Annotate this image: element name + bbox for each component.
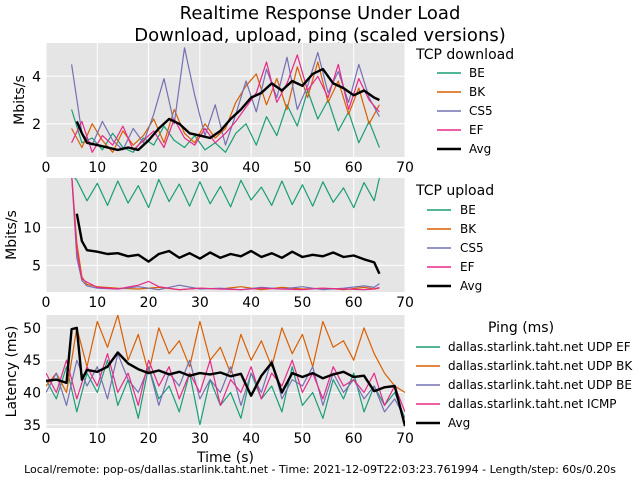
legend-entry: dallas.starlink.taht.net UDP EF xyxy=(448,340,631,354)
legend-tcp-download: TCP download BE BK CS5 EF Avg xyxy=(415,47,514,156)
x-tick-label: 70 xyxy=(396,431,414,447)
x-tick-label: 60 xyxy=(345,295,363,311)
series-line-avg xyxy=(75,213,381,275)
chart-title-line1: Realtime Response Under Load xyxy=(180,3,461,24)
series-group xyxy=(46,315,405,427)
series-line-dallas-starlink-taht-net-udp-bk xyxy=(46,315,405,394)
series-line-be xyxy=(74,178,380,209)
y-axis-label: Mbits/s xyxy=(12,75,28,125)
x-tick-label: 20 xyxy=(140,160,158,176)
y-tick-label: 5 xyxy=(32,258,41,274)
y-axis-label: Mbits/s xyxy=(4,210,20,260)
y-tick-label: 4 xyxy=(32,69,41,85)
y-tick-label: 10 xyxy=(23,220,41,236)
series-line-dallas-starlink-taht-net-udp-be xyxy=(46,353,405,419)
series-line-ef xyxy=(71,178,380,291)
x-tick-label: 0 xyxy=(42,160,51,176)
legend-title: TCP download xyxy=(415,47,514,63)
x-tick-label: 70 xyxy=(396,295,414,311)
x-tick-label: 0 xyxy=(42,295,51,311)
x-tick-label: 50 xyxy=(294,295,312,311)
legend-entry: EF xyxy=(460,260,475,274)
x-tick-label: 50 xyxy=(294,160,312,176)
legend-entry: BK xyxy=(469,85,486,99)
x-tick-label: 10 xyxy=(88,295,106,311)
series-line-dallas-starlink-taht-net-udp-ef xyxy=(46,359,405,426)
x-tick-label: 30 xyxy=(191,295,209,311)
plot-area-tcp-upload xyxy=(46,178,405,292)
series-group xyxy=(71,178,381,291)
y-tick-label: 40 xyxy=(23,385,41,401)
legend-entry: Avg xyxy=(469,142,491,156)
x-axis-label: Time (s) xyxy=(196,450,254,466)
legend-title: TCP upload xyxy=(415,183,494,199)
x-tick-label: 60 xyxy=(345,431,363,447)
legend-entry: BE xyxy=(469,66,485,80)
legend-ping: Ping (ms) dallas.starlink.taht.net UDP EF… xyxy=(416,320,633,430)
series-group xyxy=(71,47,380,153)
y-axis-label: Latency (ms) xyxy=(4,326,20,418)
chart-title-line2: Download, upload, ping (scaled versions) xyxy=(134,25,506,46)
x-tick-label: 30 xyxy=(191,431,209,447)
x-tick-label: 50 xyxy=(294,431,312,447)
x-tick-label: 40 xyxy=(242,295,260,311)
legend-entry: BE xyxy=(460,203,476,217)
chart-footer: Local/remote: pop-os/dallas.starlink.tah… xyxy=(24,463,616,476)
legend-entry: dallas.starlink.taht.net UDP BK xyxy=(448,359,633,373)
legend-title: Ping (ms) xyxy=(488,320,554,336)
legend-tcp-upload: TCP upload BE BK CS5 EF Avg xyxy=(415,183,494,293)
x-tick-label: 20 xyxy=(140,295,158,311)
x-tick-label: 70 xyxy=(396,160,414,176)
x-tick-label: 20 xyxy=(140,431,158,447)
legend-entry: Avg xyxy=(460,279,482,293)
legend-entry: Avg xyxy=(448,416,470,430)
legend-entry: CS5 xyxy=(460,241,484,255)
x-tick-label: 40 xyxy=(242,160,260,176)
x-tick-label: 10 xyxy=(88,160,106,176)
y-tick-label: 2 xyxy=(32,117,41,133)
legend-entry: EF xyxy=(469,123,484,137)
series-line-bk xyxy=(71,61,380,153)
legend-entry: BK xyxy=(460,222,477,236)
y-tick-label: 50 xyxy=(23,321,41,337)
legend-entry: dallas.starlink.taht.net ICMP xyxy=(448,397,617,411)
x-tick-label: 40 xyxy=(242,431,260,447)
x-tick-label: 30 xyxy=(191,160,209,176)
x-tick-label: 10 xyxy=(88,431,106,447)
y-tick-label: 35 xyxy=(23,418,41,434)
y-tick-label: 45 xyxy=(23,353,41,369)
x-tick-label: 60 xyxy=(345,160,363,176)
legend-entry: CS5 xyxy=(469,104,493,118)
series-line-avg xyxy=(46,326,405,427)
x-tick-label: 0 xyxy=(42,431,51,447)
series-line-ef xyxy=(71,54,380,153)
series-line-dallas-starlink-taht-net-icmp xyxy=(46,353,405,413)
series-line-avg xyxy=(75,67,380,152)
legend-entry: dallas.starlink.taht.net UDP BE xyxy=(448,378,632,392)
